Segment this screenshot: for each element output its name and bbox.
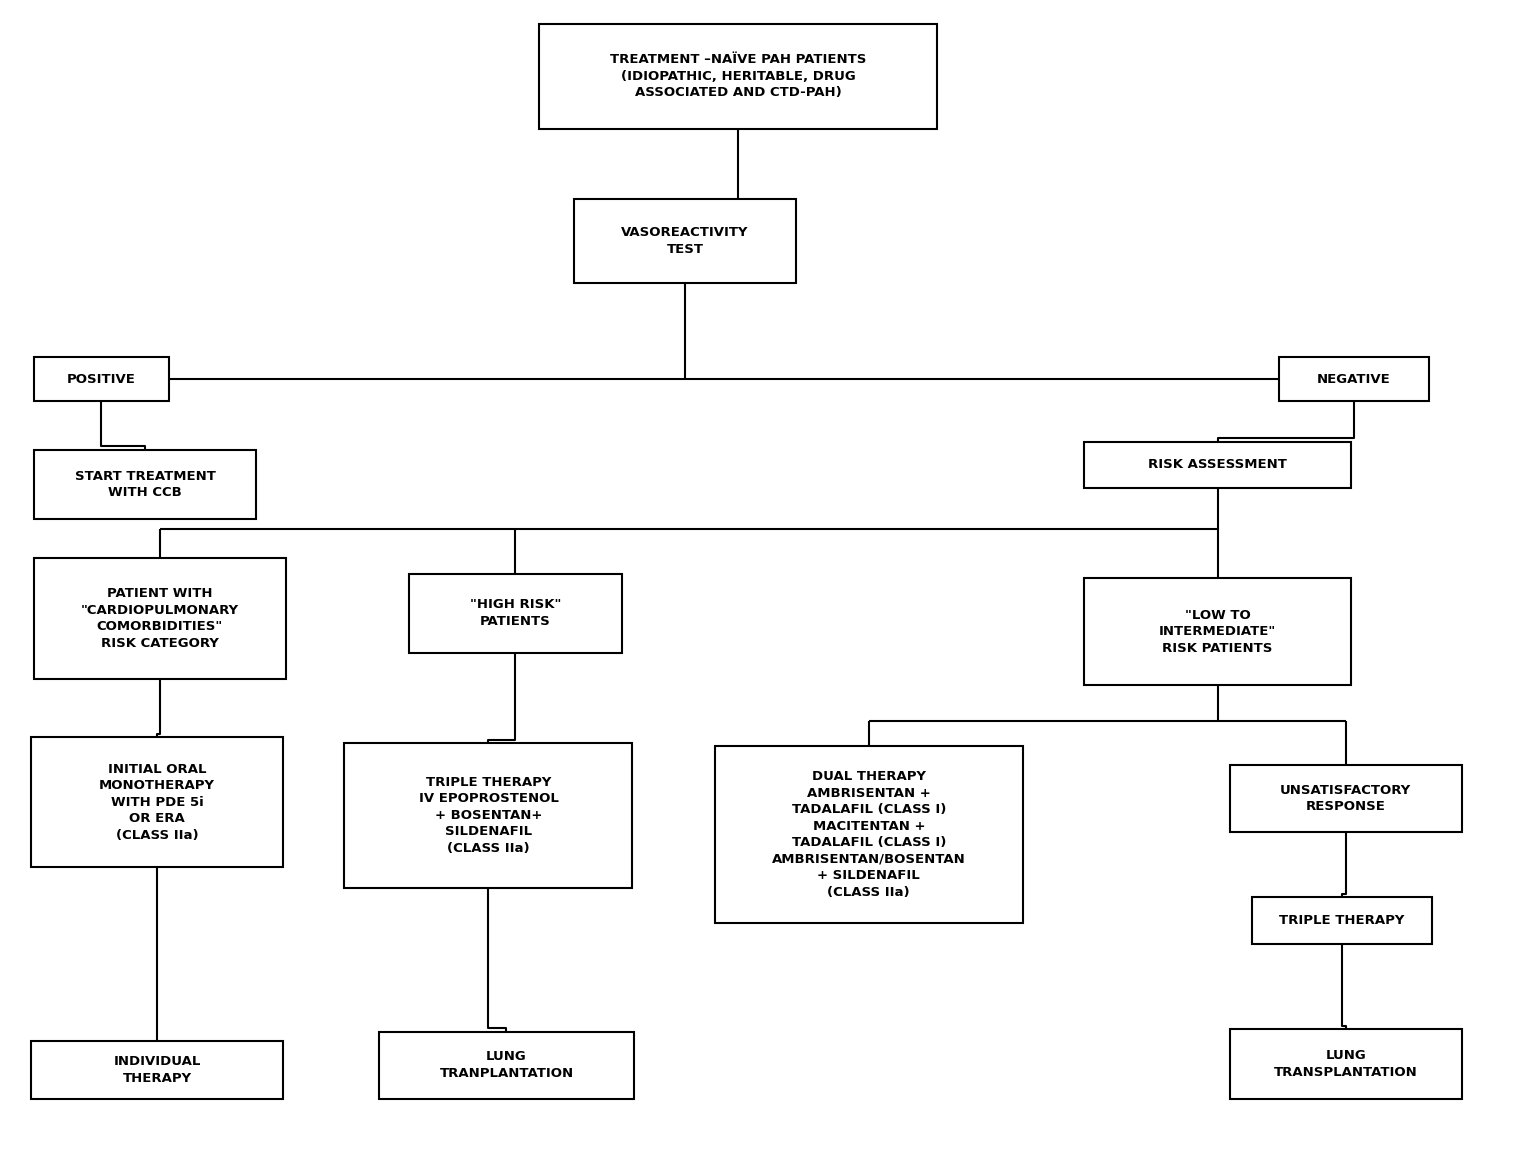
FancyBboxPatch shape xyxy=(574,199,796,283)
FancyBboxPatch shape xyxy=(30,737,283,867)
Text: LUNG
TRANPLANTATION: LUNG TRANPLANTATION xyxy=(439,1051,574,1080)
FancyBboxPatch shape xyxy=(409,574,622,652)
Text: TRIPLE THERAPY
IV EPOPROSTENOL
+ BOSENTAN+
SILDENAFIL
(CLASS IIa): TRIPLE THERAPY IV EPOPROSTENOL + BOSENTA… xyxy=(418,775,559,855)
FancyBboxPatch shape xyxy=(1229,1029,1463,1099)
Text: LUNG
TRANSPLANTATION: LUNG TRANSPLANTATION xyxy=(1273,1050,1417,1079)
Text: START TREATMENT
WITH CCB: START TREATMENT WITH CCB xyxy=(74,469,215,500)
FancyBboxPatch shape xyxy=(539,25,937,129)
Text: "LOW TO
INTERMEDIATE"
RISK PATIENTS: "LOW TO INTERMEDIATE" RISK PATIENTS xyxy=(1158,609,1276,655)
Text: INITIAL ORAL
MONOTHERAPY
WITH PDE 5i
OR ERA
(CLASS IIa): INITIAL ORAL MONOTHERAPY WITH PDE 5i OR … xyxy=(98,762,215,841)
FancyBboxPatch shape xyxy=(1229,765,1463,832)
FancyBboxPatch shape xyxy=(33,557,286,679)
Text: NEGATIVE: NEGATIVE xyxy=(1317,373,1391,386)
FancyBboxPatch shape xyxy=(30,1040,283,1099)
FancyBboxPatch shape xyxy=(1084,578,1350,685)
Text: VASOREACTIVITY
TEST: VASOREACTIVITY TEST xyxy=(621,226,749,256)
Text: PATIENT WITH
"CARDIOPULMONARY
COMORBIDITIES"
RISK CATEGORY: PATIENT WITH "CARDIOPULMONARY COMORBIDIT… xyxy=(80,588,239,650)
FancyBboxPatch shape xyxy=(715,746,1022,923)
Text: POSITIVE: POSITIVE xyxy=(67,373,136,386)
Text: "HIGH RISK"
PATIENTS: "HIGH RISK" PATIENTS xyxy=(469,598,562,628)
Text: TREATMENT –NAÏVE PAH PATIENTS
(IDIOPATHIC, HERITABLE, DRUG
ASSOCIATED AND CTD-PA: TREATMENT –NAÏVE PAH PATIENTS (IDIOPATHI… xyxy=(610,54,866,100)
FancyBboxPatch shape xyxy=(345,743,633,888)
Text: RISK ASSESSMENT: RISK ASSESSMENT xyxy=(1148,459,1287,472)
FancyBboxPatch shape xyxy=(33,449,256,520)
FancyBboxPatch shape xyxy=(33,357,170,401)
FancyBboxPatch shape xyxy=(378,1031,634,1099)
Text: TRIPLE THERAPY: TRIPLE THERAPY xyxy=(1279,914,1405,927)
Text: UNSATISFACTORY
RESPONSE: UNSATISFACTORY RESPONSE xyxy=(1281,784,1411,813)
FancyBboxPatch shape xyxy=(1252,897,1432,943)
FancyBboxPatch shape xyxy=(1084,441,1350,488)
FancyBboxPatch shape xyxy=(1279,357,1429,401)
Text: INDIVIDUAL
THERAPY: INDIVIDUAL THERAPY xyxy=(114,1055,201,1085)
Text: DUAL THERAPY
AMBRISENTAN +
TADALAFIL (CLASS I)
MACITENTAN +
TADALAFIL (CLASS I)
: DUAL THERAPY AMBRISENTAN + TADALAFIL (CL… xyxy=(772,771,966,899)
